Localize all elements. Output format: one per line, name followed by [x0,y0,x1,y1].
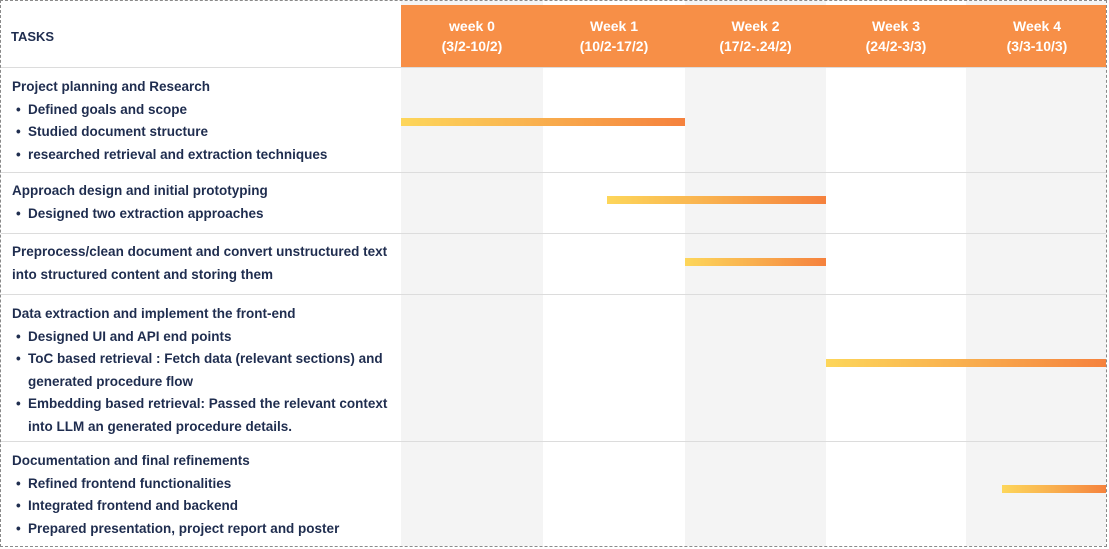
task-row-extraction: Data extraction and implement the front-… [12,303,402,438]
week-2-column [685,1,826,546]
week-1-header: Week 1 (10/2-17/2) [543,5,685,67]
task-items: Defined goals and scope Studied document… [12,99,402,167]
task-title: Documentation and final refinements [12,453,250,468]
timeline-bar-documentation [1001,485,1106,493]
timeline-bar-preprocess [685,258,826,266]
task-item: Embedding based retrieval: Passed the re… [16,393,402,438]
task-title: Preprocess/clean document and convert un… [12,244,388,282]
task-item: Studied document structure [16,121,402,144]
row-divider [1,67,1106,68]
week-range: (10/2-17/2) [579,38,649,54]
week-3-header: Week 3 (24/2-3/3) [826,5,966,67]
week-0-header: week 0 (3/2-10/2) [401,5,543,67]
task-row-planning: Project planning and Research Defined go… [12,76,402,166]
task-item: Integrated frontend and backend [16,495,402,518]
week-label: Week 1 [590,18,638,34]
task-item: Prepared presentation, project report an… [16,518,402,541]
week-label: week 0 [449,18,495,34]
row-divider [1,172,1106,173]
row-divider [1,233,1106,234]
week-range: (3/3-10/3) [1006,38,1068,54]
task-title: Project planning and Research [12,79,211,94]
row-divider [1,294,1106,295]
task-item: Designed two extraction approaches [16,203,402,226]
timeline-bar-extraction [826,359,1106,367]
task-title: Data extraction and implement the front-… [12,306,296,321]
week-1-column [543,1,685,546]
task-items: Designed UI and API end points ToC based… [12,326,402,439]
task-item: Defined goals and scope [16,99,402,122]
task-row-documentation: Documentation and final refinements Refi… [12,450,402,540]
row-divider [1,441,1106,442]
task-items: Designed two extraction approaches [12,203,402,226]
task-item: Refined frontend functionalities [16,473,402,496]
task-item: ToC based retrieval : Fetch data (releva… [16,348,402,393]
week-4-column [966,1,1106,546]
task-title: Approach design and initial prototyping [12,183,268,198]
timeline-bar-approach [606,196,826,204]
week-0-column [401,1,543,546]
task-item: Designed UI and API end points [16,326,402,349]
week-range: (3/2-10/2) [441,38,503,54]
task-item: researched retrieval and extraction tech… [16,144,402,167]
week-label: Week 2 [731,18,780,34]
task-row-approach: Approach design and initial prototyping … [12,180,402,225]
week-2-header: Week 2 (17/2-.24/2) [685,5,826,67]
week-3-column [826,1,966,546]
week-4-header: Week 4 (3/3-10/3) [966,5,1106,67]
week-label: Week 3 [872,18,920,34]
task-items: Refined frontend functionalities Integra… [12,473,402,541]
timeline-bar-planning [401,118,685,126]
week-label: Week 4 [1013,18,1061,34]
week-range: (24/2-3/3) [865,38,927,54]
task-row-preprocess: Preprocess/clean document and convert un… [12,241,402,286]
tasks-header: TASKS [11,28,55,44]
week-range: (17/2-.24/2) [719,38,792,54]
